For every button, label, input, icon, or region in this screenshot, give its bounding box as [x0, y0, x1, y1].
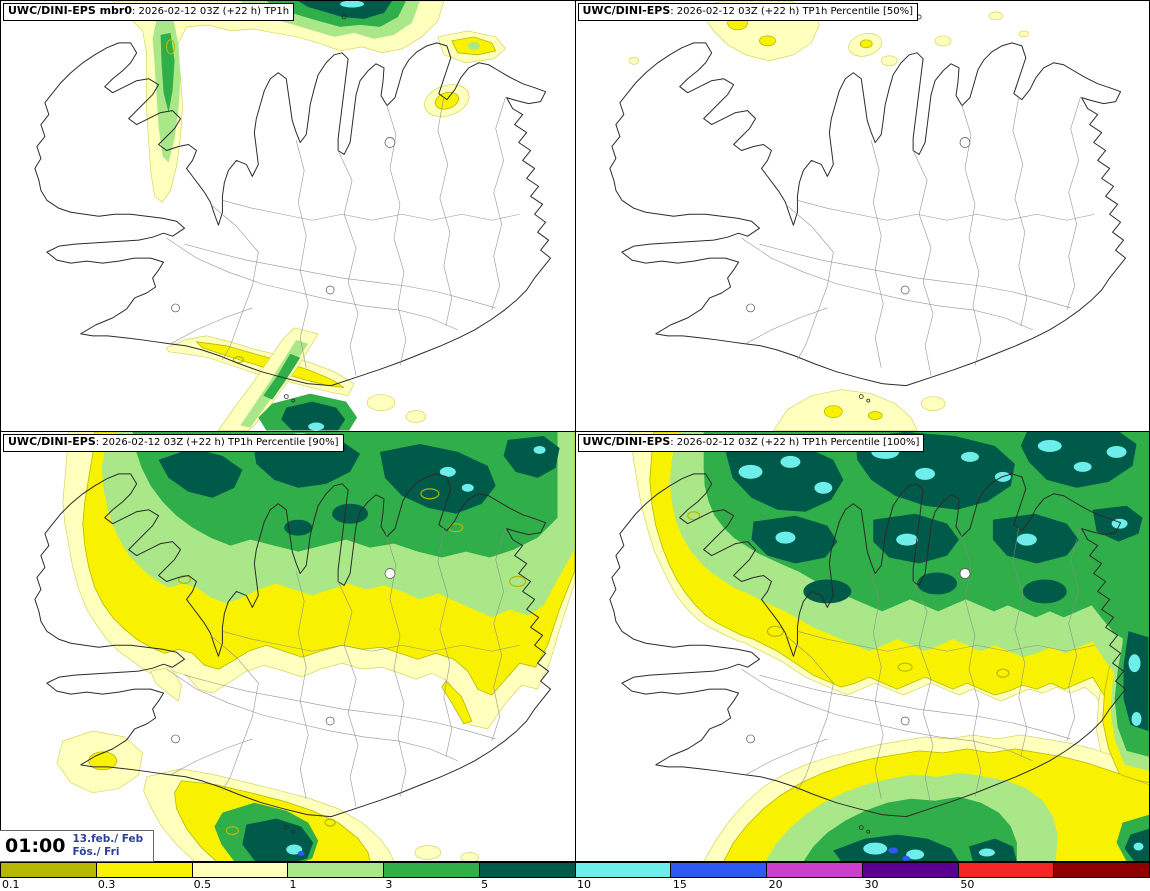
model-name: UWC/DINI-EPS: [582, 4, 671, 17]
map-panel-p100: UWC/DINI-EPS: 2026-02-12 03Z (+22 h) TP1…: [575, 431, 1149, 861]
colorbar-segment: [862, 863, 959, 877]
colorbar-segment: [767, 863, 863, 877]
colorbar-segment: [1054, 863, 1149, 877]
panel-title: UWC/DINI-EPS: 2026-02-12 03Z (+22 h) TP1…: [577, 3, 919, 21]
colorbar-labels: 0.1 0.3 0.5 1 3 5 10 15 20 30 50: [0, 878, 1150, 891]
colorbar-label: 0.5: [193, 878, 212, 891]
colorbar-label: 20: [768, 878, 783, 891]
panel-title-details: : 2026-02-12 03Z (+22 h) TP1h Percentile…: [670, 436, 920, 448]
colorbar-segment: [96, 863, 193, 877]
colorbar-segment: [288, 863, 384, 877]
colorbar-segments: [0, 862, 1150, 878]
panel-title: UWC/DINI-EPS mbr0: 2026-02-12 03Z (+22 h…: [3, 3, 295, 21]
valid-date-line: 13.feb./ Feb: [72, 833, 144, 845]
colorbar-segment: [1, 863, 97, 877]
map-p50: [608, 1, 1126, 431]
colorbar-label: 0.1: [2, 878, 20, 891]
map-panel-p90: UWC/DINI-EPS: 2026-02-12 03Z (+22 h) TP1…: [1, 431, 575, 861]
precip-field-p90: [56, 431, 575, 861]
panel-title-details: : 2026-02-12 03Z (+22 h) TP1h: [132, 6, 290, 17]
map-panel-p50: UWC/DINI-EPS: 2026-02-12 03Z (+22 h) TP1…: [575, 1, 1149, 431]
precip-field-p100: [629, 431, 1149, 861]
map-p100: [608, 431, 1149, 861]
valid-day-line: Fös./ Fri: [72, 846, 120, 858]
colorbar-label: 3: [385, 878, 393, 891]
colorbar-label: 15: [672, 878, 687, 891]
colorbar-label: 50: [960, 878, 975, 891]
map-panel-mbr0: UWC/DINI-EPS mbr0: 2026-02-12 03Z (+22 h…: [1, 1, 575, 431]
model-name: UWC/DINI-EPS: [582, 434, 671, 448]
colorbar-segment: [575, 863, 672, 877]
colorbar-segment: [671, 863, 767, 877]
panel-title-details: : 2026-02-12 03Z (+22 h) TP1h Percentile…: [95, 436, 339, 448]
colorbar-segment: [479, 863, 576, 877]
valid-time: 01:00: [5, 835, 66, 857]
panel-title-details: : 2026-02-12 03Z (+22 h) TP1h Percentile…: [670, 6, 914, 17]
colorbar-label: 1: [289, 878, 297, 891]
precip-field-mbr0: [112, 1, 507, 431]
colorbar-label: 10: [577, 878, 591, 891]
coastline-layer: [608, 14, 1126, 403]
valid-time-block: 01:00 13.feb./ Feb Fös./ Fri: [0, 830, 155, 862]
colorbar-segment: [192, 863, 289, 877]
map-p90: [34, 431, 575, 861]
colorbar-label: 5: [481, 878, 489, 891]
map-mbr0: [34, 1, 552, 431]
colorbar-segment: [958, 863, 1055, 877]
precip-colorbar: 0.1 0.3 0.5 1 3 5 10 15 20 30 50: [0, 862, 1150, 891]
map-grid: UWC/DINI-EPS mbr0: 2026-02-12 03Z (+22 h…: [0, 0, 1150, 862]
model-name: UWC/DINI-EPS mbr0: [8, 4, 132, 17]
colorbar-label: 0.3: [97, 878, 116, 891]
panel-title: UWC/DINI-EPS: 2026-02-12 03Z (+22 h) TP1…: [3, 433, 344, 452]
model-name: UWC/DINI-EPS: [8, 434, 96, 448]
valid-date: 13.feb./ Feb Fös./ Fri: [72, 833, 143, 859]
colorbar-segment: [384, 863, 480, 877]
panel-title: UWC/DINI-EPS: 2026-02-12 03Z (+22 h) TP1…: [577, 433, 925, 452]
colorbar-label: 30: [864, 878, 879, 891]
